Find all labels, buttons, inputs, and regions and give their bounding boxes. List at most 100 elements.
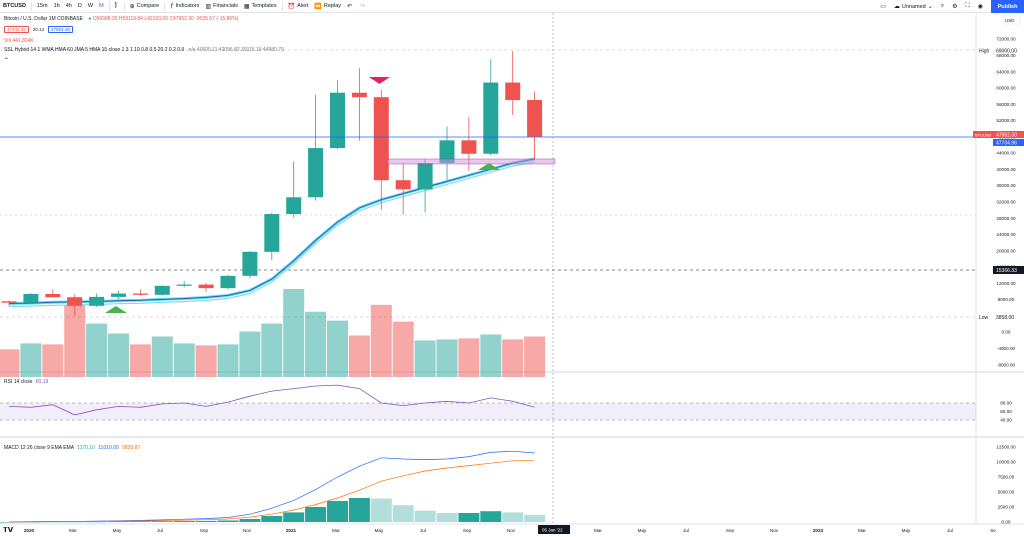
templates-button[interactable]: ▦ Templates — [241, 0, 280, 13]
candles — [1, 51, 543, 317]
level-value: 15366.33 — [996, 268, 1017, 274]
buy-signal-triangle — [478, 163, 500, 170]
financials-label: Financials — [213, 3, 238, 9]
indicators-button[interactable]: ƒ Indicators — [167, 0, 202, 13]
collapse-legend-button[interactable]: ⌃ — [4, 57, 9, 64]
macd-histogram-bar — [129, 521, 151, 522]
ssl-values: n/a 40605.11 42095.82 39115.19 44980.70 — [188, 47, 284, 53]
candle-body — [154, 285, 170, 295]
time-tick-label: Nov — [770, 528, 779, 533]
chart-canvas[interactable]: 72000.00 68000.00 64000.00 60000.00 56000.00… — [0, 13, 1024, 537]
high-label: High — [979, 49, 990, 55]
interval-w[interactable]: W — [85, 0, 96, 13]
publish-button[interactable]: Publish — [991, 0, 1024, 13]
layout-button[interactable]: ▭ — [877, 0, 891, 13]
chart-type-button[interactable]: ⫿ — [112, 0, 122, 13]
candle-body — [527, 100, 543, 137]
symbol-search[interactable]: BTCUSD — [0, 0, 29, 13]
candle-body — [264, 214, 280, 252]
macd-histogram-bar — [195, 520, 217, 522]
interval-1h[interactable]: 1h — [51, 0, 63, 13]
buy-signal-triangle — [105, 306, 127, 313]
macd-histogram-bar — [261, 516, 283, 522]
time-axis[interactable]: 2020 Mar May Jul Sep Nov 2021 Mar May Jul Sep Nov Ma… — [24, 528, 996, 533]
rsi-tick-label: 40.00 — [1000, 418, 1012, 423]
replay-button[interactable]: ⏪ Replay — [311, 0, 344, 13]
chevron-down-icon: ⌄ — [927, 4, 933, 10]
time-tick-label: Sep — [726, 528, 735, 533]
ssl-legend: SSL Hybrid 14 1 WMA HMA 60 JMA 5 HMA 15 … — [4, 47, 284, 53]
redo-button[interactable]: ↷ — [357, 0, 370, 13]
candles-icon: ⫿ — [114, 2, 117, 9]
publish-label: Publish — [997, 3, 1018, 10]
time-tick-label: Sep — [200, 528, 209, 533]
candle-body — [330, 92, 345, 149]
buy-button[interactable]: 47964.46 — [48, 26, 73, 33]
layout-name: Unnamed — [901, 3, 926, 10]
buy-sell-panel: 47944.32 20.14 47964.46 — [4, 26, 75, 33]
quick-search-button[interactable]: ⌕ — [938, 0, 949, 13]
macd-tick-label: 7500.00 — [998, 475, 1015, 480]
layout-name-menu[interactable]: ☁ Unnamed ⌄ — [891, 0, 938, 13]
volume-bar — [458, 338, 480, 377]
replay-icon: ⏪ — [314, 3, 322, 10]
price-tick-label: 36000.00 — [996, 183, 1016, 188]
time-tick-label: Se — [990, 528, 996, 533]
time-tick-label: Sep — [463, 528, 472, 533]
financials-icon: ▥ — [205, 3, 212, 10]
time-tick-label: Jul — [157, 528, 163, 533]
top-toolbar: BTCUSD 15m 1h 4h D W M ⫿ ⊕ Compare ƒ Indic… — [0, 0, 1024, 13]
high-value: 69000.00 — [996, 49, 1017, 55]
price-tick-label: 12000.00 — [996, 281, 1016, 286]
macd-histogram-value: 1170.10 — [77, 445, 95, 451]
candle-body — [220, 275, 236, 289]
time-tick-label: Jul — [683, 528, 689, 533]
undo-button[interactable]: ↶ — [344, 0, 357, 13]
candle-body — [286, 197, 302, 215]
price-tick-label: 40000.00 — [996, 167, 1016, 172]
candle-body — [351, 92, 367, 98]
interval-d[interactable]: D — [75, 0, 85, 13]
candle-body — [198, 284, 214, 289]
toolbar-right: ▭ ☁ Unnamed ⌄ ⌕ ⚙ ⛶ ◉ — [877, 0, 988, 13]
low-label: Low — [979, 315, 989, 321]
volume-bar — [86, 323, 108, 377]
volume-bar — [217, 344, 239, 377]
macd-label: MACD 12 26 close 9 EMA EMA — [4, 445, 74, 451]
volume-bar — [42, 344, 64, 377]
time-tick-label: 2020 — [24, 528, 35, 533]
volume-bar — [0, 349, 20, 377]
macd-histogram-bar — [370, 498, 392, 522]
candle-body — [111, 293, 126, 297]
last-price-tag: BTCUSD 47952.30 47704.96 — [973, 131, 1024, 147]
volume-bar — [414, 340, 436, 377]
financials-button[interactable]: ▥ Financials — [202, 0, 240, 13]
interval-label: 15m — [36, 3, 48, 9]
currency-selector[interactable]: USD — [1002, 15, 1021, 25]
macd-histogram-bar — [64, 521, 86, 523]
volume-bar — [195, 345, 217, 377]
macd-histogram-bar — [151, 521, 173, 522]
price-tick-label: 60000.00 — [996, 86, 1016, 91]
snapshot-button[interactable]: ◉ — [975, 0, 988, 13]
compare-button[interactable]: ⊕ Compare — [127, 0, 163, 13]
settings-button[interactable]: ⚙ — [949, 0, 962, 13]
price-tick-label: 20000.00 — [996, 248, 1016, 253]
macd-tick-label: 2500.00 — [998, 505, 1015, 510]
volume-legend: Vol 441.824K — [4, 38, 34, 44]
divider — [281, 1, 283, 11]
macd-tick-label: 5000.00 — [998, 490, 1015, 495]
macd-histogram-bar — [327, 501, 348, 522]
interval-m[interactable]: M — [96, 0, 107, 13]
alert-button[interactable]: ⏰ Alert — [285, 0, 312, 13]
volume-histogram — [0, 289, 546, 377]
candle-body — [89, 296, 105, 306]
rsi-tick-label: 60.00 — [1000, 409, 1012, 414]
volume-bar — [524, 336, 546, 377]
ssl-label: SSL Hybrid 14 1 WMA HMA 60 JMA 5 HMA 15 … — [4, 47, 185, 53]
interval-15m[interactable]: 15m — [34, 0, 51, 13]
price-tick-label: 24000.00 — [996, 232, 1016, 237]
fullscreen-button[interactable]: ⛶ — [963, 0, 975, 13]
interval-4h[interactable]: 4h — [63, 0, 75, 13]
sell-button[interactable]: 47944.32 — [4, 26, 29, 33]
